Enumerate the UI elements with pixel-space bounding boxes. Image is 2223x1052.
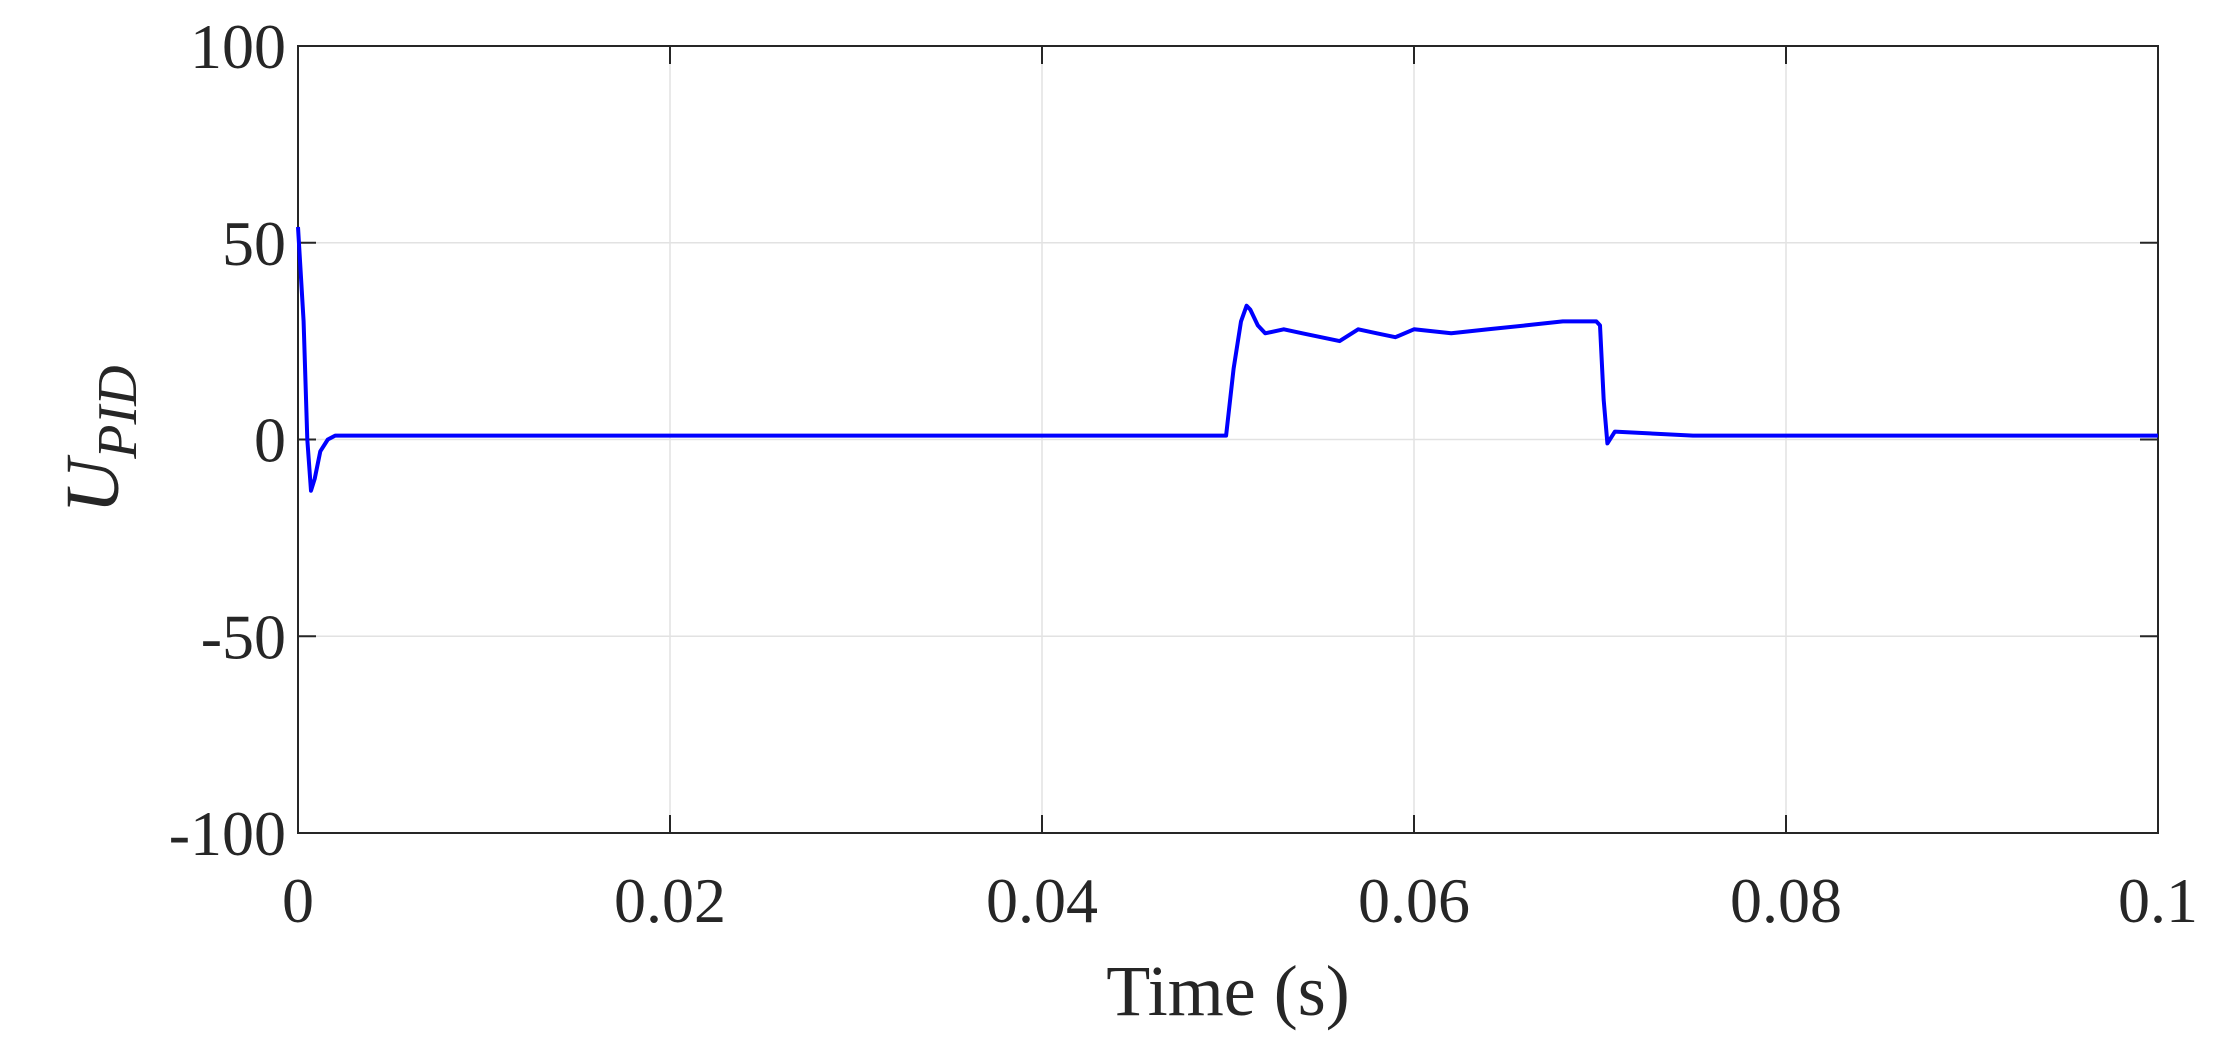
series-line-upid: [296, 226, 2158, 493]
x-tick-labels: 0 0.02 0.04 0.06 0.08 0.1: [282, 865, 2198, 936]
y-axis-label-subscript: PID: [87, 365, 149, 459]
x-tick-label: 0.1: [2118, 865, 2198, 936]
grid: [297, 45, 2159, 834]
y-axis-label: UPID: [51, 365, 149, 513]
x-tick-label: 0.04: [986, 865, 1098, 936]
y-tick-labels: -100 -50 0 50 100: [169, 11, 286, 869]
y-tick-label: 50: [222, 208, 286, 279]
y-tick-label: -100: [169, 798, 286, 869]
y-axis-label-main: U: [51, 455, 135, 514]
x-axis-label: Time (s): [1106, 951, 1349, 1031]
y-tick-label: 0: [254, 405, 286, 476]
x-tick-label: 0.08: [1730, 865, 1842, 936]
x-tick-label: 0.06: [1358, 865, 1470, 936]
x-tick-label: 0: [282, 865, 314, 936]
x-tick-label: 0.02: [614, 865, 726, 936]
y-tick-label: 100: [190, 11, 286, 82]
y-tick-label: -50: [201, 601, 286, 672]
